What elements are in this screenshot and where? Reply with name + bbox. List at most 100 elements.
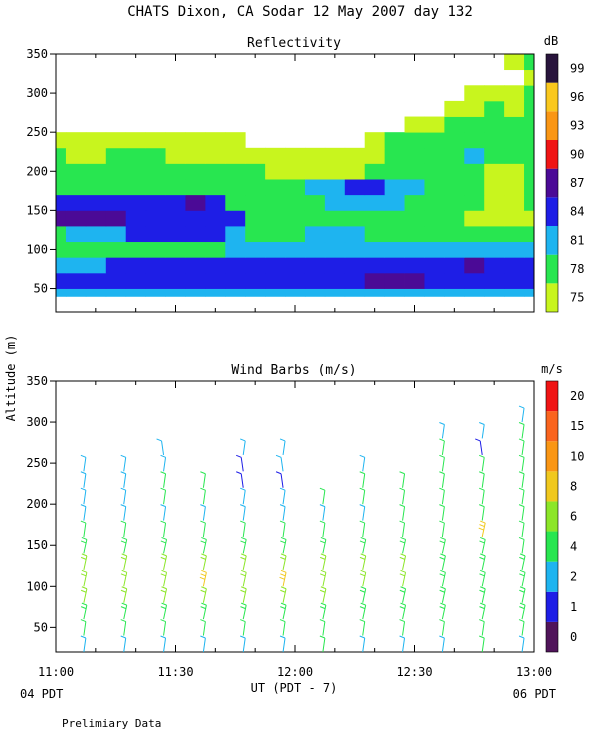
wind-barb-staff xyxy=(481,539,486,554)
wind-barb-flag xyxy=(240,504,246,508)
wind-barb-flag xyxy=(479,606,485,610)
reflectivity-cell xyxy=(464,241,485,258)
wind-barb-staff xyxy=(280,457,284,472)
wind-barb-staff xyxy=(202,506,206,521)
reflectivity-cell xyxy=(245,272,266,289)
wind-barb-staff xyxy=(521,407,525,423)
wind-barb xyxy=(160,520,167,538)
wind-barb-flag xyxy=(518,619,525,623)
reflectivity-cell xyxy=(304,257,326,274)
reflectivity-cell xyxy=(524,241,535,258)
wind-barb-flag xyxy=(201,569,207,573)
reflectivity-cell xyxy=(125,163,147,180)
wind-barb-flag xyxy=(519,569,526,573)
wind-barb-flag xyxy=(200,520,206,524)
reflectivity-cell xyxy=(265,241,286,258)
reflectivity-cell xyxy=(484,147,505,164)
wind-barb xyxy=(275,471,284,488)
reflectivity-cell xyxy=(265,257,286,274)
reflectivity-cell xyxy=(56,147,67,164)
wind-colorbar-label: 8 xyxy=(570,479,577,493)
wind-barb-flag xyxy=(81,586,88,590)
reflectivity-cell xyxy=(225,288,246,297)
reflectivity-colorbar-label: 96 xyxy=(570,90,584,104)
wind-barb xyxy=(479,487,485,505)
reflectivity-ytick-label: 50 xyxy=(34,282,48,296)
wind-barb-staff xyxy=(123,473,127,488)
wind-barb-flag xyxy=(519,602,526,606)
reflectivity-cell xyxy=(324,147,346,164)
reflectivity-cell xyxy=(56,132,67,149)
wind-colorbar-label: 2 xyxy=(570,570,577,584)
reflectivity-panel: 50 100 150 200 250 300 350 75 78 81 84 87 90 93 96 99 xyxy=(26,47,584,313)
wind-barb xyxy=(518,635,525,653)
wind-barb-flag xyxy=(439,471,445,475)
wind-barb-flag xyxy=(161,553,167,557)
reflectivity-cell xyxy=(444,288,465,297)
reflectivity-cell xyxy=(85,194,107,211)
wind-barb-flag xyxy=(319,540,326,544)
wind-barb-flag xyxy=(519,553,526,557)
wind-barb xyxy=(80,536,88,554)
reflectivity-cell xyxy=(464,288,485,297)
wind-barb-staff xyxy=(322,555,327,570)
wind-barb-flag xyxy=(479,454,485,458)
wind-barb-staff xyxy=(202,539,207,554)
reflectivity-cell xyxy=(205,257,226,274)
reflectivity-cell xyxy=(424,179,445,196)
reflectivity-cell xyxy=(165,147,186,164)
reflectivity-colorbar-swatch xyxy=(546,111,558,140)
wind-barb xyxy=(275,454,284,472)
wind-barb-flag xyxy=(200,589,206,593)
reflectivity-cell xyxy=(344,194,366,211)
reflectivity-cell xyxy=(304,179,326,196)
wind-barb-staff xyxy=(163,555,168,570)
wind-barb-flag xyxy=(399,556,405,560)
reflectivity-cell xyxy=(245,194,266,211)
reflectivity-cell xyxy=(404,272,425,289)
wind-barb-flag xyxy=(120,520,126,524)
wind-barb xyxy=(120,487,127,505)
wind-barb xyxy=(399,569,407,587)
wind-barb xyxy=(240,635,246,653)
wind-barb-staff xyxy=(282,539,287,554)
reflectivity-cell xyxy=(424,272,445,289)
wind-barb-flag xyxy=(240,619,246,623)
reflectivity-title: Reflectivity xyxy=(247,36,341,51)
reflectivity-cell xyxy=(85,241,107,258)
wind-barb xyxy=(439,438,445,455)
wind-colorbar-swatch xyxy=(546,381,558,412)
wind-barb xyxy=(280,586,287,603)
reflectivity-colorbar-label: 93 xyxy=(570,119,584,133)
reflectivity-cell xyxy=(145,194,166,211)
wind-barb-flag xyxy=(319,573,326,577)
reflectivity-cell xyxy=(225,132,246,149)
wind-barb-staff xyxy=(282,605,287,620)
wind-barb-staff xyxy=(521,605,526,620)
reflectivity-colorbar-label: 81 xyxy=(570,233,584,247)
wind-barb-flag xyxy=(320,569,327,573)
reflectivity-cell xyxy=(384,257,405,274)
reflectivity-cell xyxy=(185,210,206,227)
wind-barb-staff xyxy=(242,522,246,538)
wind-barb-staff xyxy=(202,637,206,653)
wind-barb-staff xyxy=(83,637,87,653)
reflectivity-cell xyxy=(524,163,535,180)
wind-barb-flag xyxy=(359,556,366,560)
wind-barb xyxy=(399,520,406,538)
wind-barb xyxy=(319,487,326,505)
wind-barb-staff xyxy=(441,539,446,554)
reflectivity-cell xyxy=(265,288,286,297)
reflectivity-cell xyxy=(364,163,386,180)
reflectivity-cell xyxy=(65,257,87,274)
wind-barb xyxy=(399,504,406,521)
wind-barb xyxy=(399,487,406,505)
reflectivity-cell xyxy=(145,132,166,149)
reflectivity-cell xyxy=(344,210,366,227)
reflectivity-cell xyxy=(444,179,465,196)
wind-barb-staff xyxy=(481,621,485,636)
wind-barb xyxy=(319,569,327,587)
wind-barb-flag xyxy=(399,520,405,524)
wind-barb-staff xyxy=(282,637,286,653)
wind-barb xyxy=(199,569,207,587)
